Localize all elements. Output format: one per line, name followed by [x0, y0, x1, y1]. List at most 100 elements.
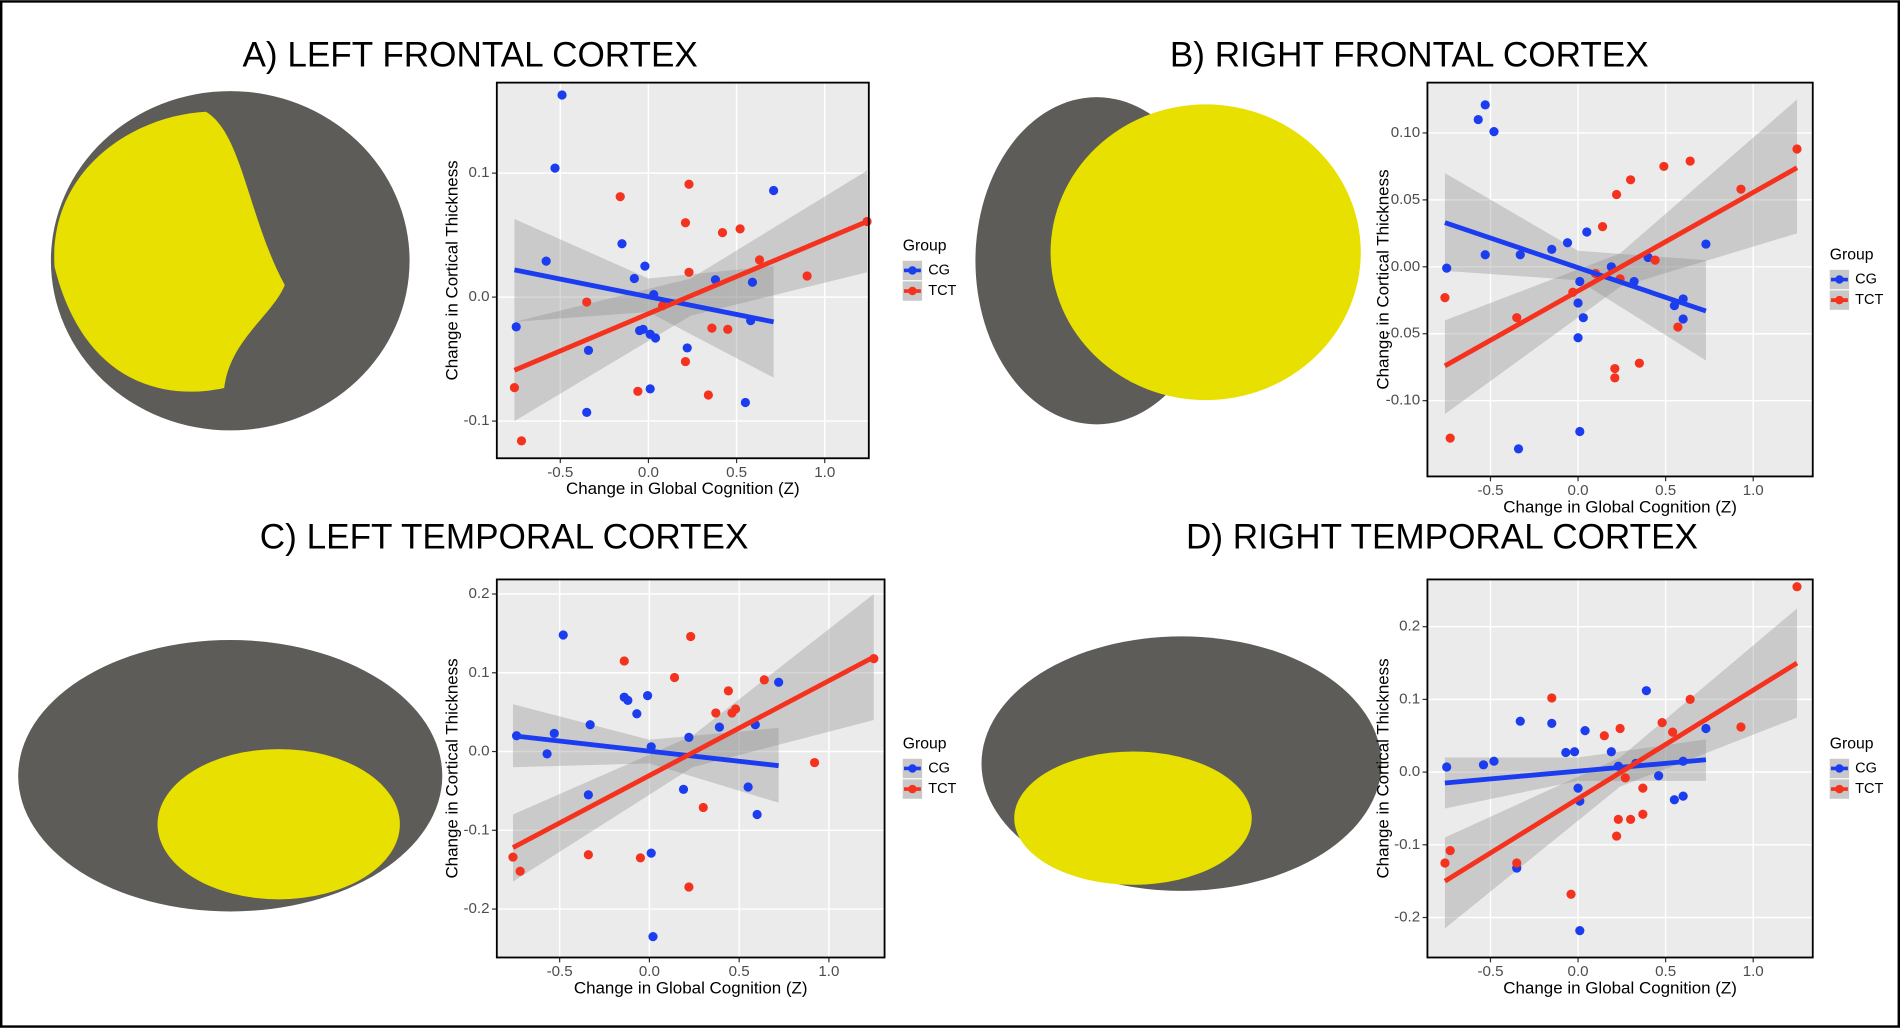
y-axis-title: Change in Cortical Thickness [1373, 658, 1392, 878]
point [632, 709, 642, 719]
point [759, 675, 769, 685]
point [1610, 363, 1620, 374]
point [1480, 250, 1490, 260]
point [711, 708, 721, 718]
point [680, 356, 691, 367]
point [1685, 156, 1695, 166]
point [1489, 756, 1499, 766]
point [769, 185, 779, 196]
x-tick-label: 0.0 [639, 963, 660, 980]
point [1566, 889, 1576, 899]
confidence-band [512, 704, 779, 803]
fit-line [513, 219, 868, 373]
panel-title: A) LEFT FRONTAL CORTEX [242, 35, 697, 74]
legend-label: CG [1855, 271, 1877, 287]
x-tick-label: 0.5 [1655, 963, 1676, 980]
point [1445, 846, 1455, 856]
x-tick-label: -0.5 [1477, 482, 1503, 499]
point [648, 932, 658, 942]
legend-dot [1835, 764, 1844, 773]
point [1442, 762, 1452, 772]
point [1792, 144, 1802, 154]
y-tick-label: -0.10 [1386, 392, 1420, 409]
point [1578, 313, 1588, 323]
point [1678, 314, 1688, 324]
point [678, 784, 689, 794]
point [1615, 723, 1625, 734]
point [686, 631, 696, 642]
legend-title: Group [903, 237, 947, 254]
point [550, 163, 560, 173]
point [1582, 227, 1592, 237]
point [638, 324, 648, 334]
y-tick-label: 0.1 [1399, 690, 1420, 707]
point [1547, 718, 1557, 728]
point [1575, 426, 1585, 437]
point [682, 343, 692, 353]
x-tick-label: 0.5 [726, 464, 747, 481]
point [511, 322, 521, 332]
point [582, 407, 592, 417]
point [509, 382, 520, 393]
point [727, 708, 737, 718]
legend-label: CG [1855, 760, 1877, 776]
point [1606, 747, 1616, 757]
legend-dot [908, 784, 917, 794]
point [558, 630, 568, 640]
brain-region [1014, 751, 1252, 885]
point [1547, 244, 1557, 255]
brain-a [50, 91, 410, 431]
point [615, 192, 625, 202]
point [707, 323, 717, 333]
point [1547, 693, 1557, 703]
brain-c [18, 640, 443, 912]
point [1736, 722, 1746, 732]
point [1638, 809, 1648, 819]
point [583, 850, 593, 860]
plot-border [495, 578, 886, 959]
point [1641, 686, 1651, 696]
x-tick-label: -0.5 [1477, 963, 1503, 980]
legend-dot [1835, 784, 1844, 794]
point [1792, 582, 1802, 592]
point [1440, 292, 1450, 303]
point [1445, 433, 1455, 443]
point [617, 239, 627, 249]
brain-region [54, 111, 285, 392]
point [1701, 723, 1711, 734]
point [629, 273, 639, 284]
point [1625, 814, 1636, 824]
point [1561, 747, 1571, 758]
point [1489, 127, 1499, 137]
legend-label: TCT [1855, 781, 1883, 797]
point [723, 686, 733, 696]
confidence-band [1444, 99, 1797, 415]
brain-b [975, 97, 1361, 425]
x-axis-title: Change in Global Cognition (Z) [574, 978, 808, 997]
legend-dot [908, 286, 917, 296]
point [508, 852, 518, 862]
panel-title: D) RIGHT TEMPORAL CORTEX [1186, 518, 1698, 557]
point [1625, 175, 1636, 185]
y-tick-label: 0.2 [1399, 618, 1420, 635]
point [633, 386, 643, 396]
point [1659, 161, 1669, 172]
y-tick-label: 0.2 [469, 585, 490, 602]
point [1512, 858, 1522, 868]
plot-background [496, 82, 869, 459]
x-axis-title: Change in Global Cognition (Z) [1503, 978, 1737, 997]
x-tick-label: 1.0 [818, 963, 839, 980]
confidence-band [1444, 739, 1706, 809]
point [582, 297, 592, 307]
x-tick-label: 0.5 [729, 963, 750, 980]
point [1442, 263, 1452, 273]
y-tick-label: -0.1 [463, 821, 489, 838]
point [542, 749, 552, 759]
point [1736, 184, 1746, 194]
point [669, 672, 680, 683]
y-tick-label: 0.0 [469, 288, 490, 305]
point [809, 757, 820, 768]
point [684, 882, 694, 892]
point [802, 271, 812, 281]
fit-line [1443, 165, 1799, 368]
